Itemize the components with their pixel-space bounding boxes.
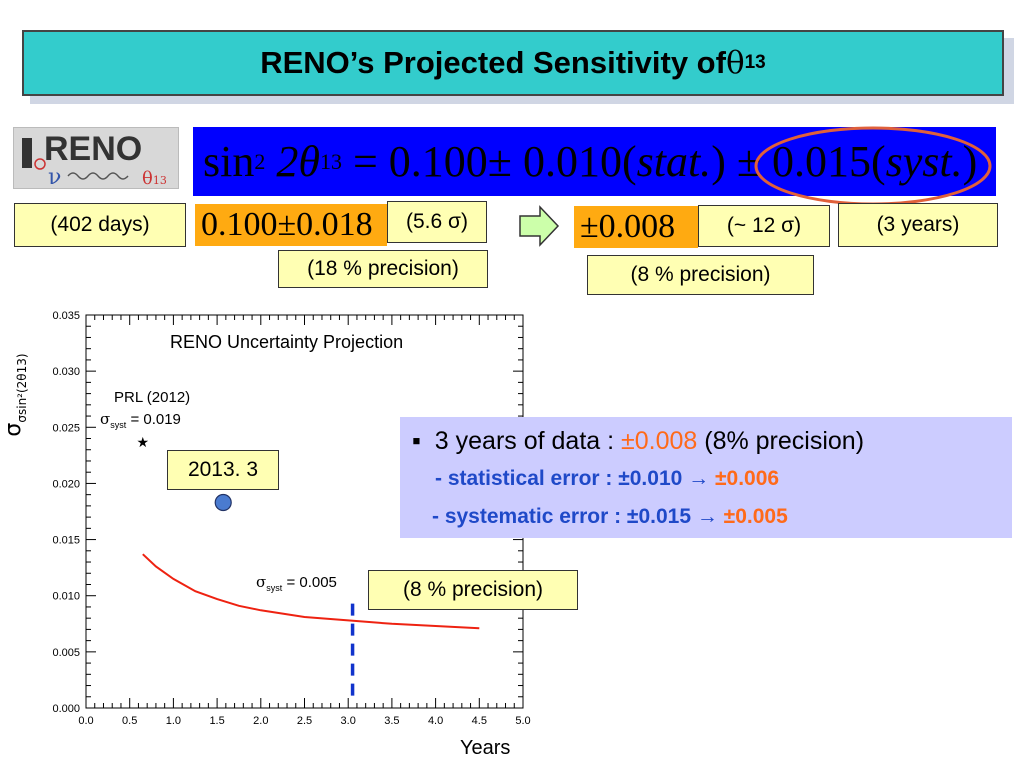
formula-value: = 0.100± 0.010( (352, 137, 637, 186)
info-line-1: ▪ 3 years of data : ±0.008 (8% precision… (412, 427, 864, 456)
date-tag: 2013. 3 (167, 450, 279, 490)
chart-title: RENO Uncertainty Projection (170, 332, 403, 352)
y-axis-title-group: σσsin²(2θ13) (1, 353, 29, 436)
x-tick-label: 4.0 (428, 715, 443, 727)
info-line-3: - systematic error : ±0.015 → ±0.005 (432, 505, 788, 529)
y-tick-label: 0.030 (52, 366, 80, 378)
x-axis-title: Years (460, 737, 510, 759)
info-line-1-c: (8% precision) (697, 427, 865, 455)
x-tick-label: 3.5 (384, 715, 399, 727)
y-tick-label: 0.000 (52, 703, 80, 715)
x-tick-label: 2.5 (297, 715, 312, 727)
future-precision: (8 % precision) (587, 255, 814, 295)
x-tick-label: 0.5 (122, 715, 137, 727)
y-axis-sub: σsin²(2θ13) (15, 353, 29, 422)
formula-stat: stat. (636, 137, 712, 186)
x-axis-labels: 0.0 0.5 1.0 1.5 2.0 2.5 3.0 3.5 4.0 4.5 5.0 (78, 715, 530, 727)
formula-sup: 2 (254, 148, 266, 174)
info-line-2-a: - statistical error : ±0.010 → (435, 467, 715, 490)
prl-point-star: ★ (137, 435, 150, 451)
current-sigma: (5.6 σ) (387, 201, 487, 243)
logo-text: RENO (44, 130, 142, 168)
projection-curve (142, 553, 480, 630)
x-axis-ticks (85, 315, 524, 708)
formula-two-theta: 2θ (276, 137, 320, 186)
y-tick-label: 0.020 (52, 478, 80, 490)
y-axis-sigma: σ (1, 423, 26, 437)
title-text: RENO’s Projected Sensitivity of (260, 45, 726, 80)
y-axis-title: σσsin²(2θ13) (1, 353, 29, 436)
x-tick-label: 1.0 (166, 715, 181, 727)
slide-title: RENO’s Projected Sensitivity of θ 13 (22, 30, 1004, 96)
sigma-5-label: σsyst = 0.005 (256, 573, 337, 593)
reno-logo: RENO ν θ13 (13, 127, 179, 190)
formula-end: ) (962, 137, 978, 186)
reno-logo-graphic: RENO ν θ13 (22, 130, 167, 190)
logo-nu: ν (48, 165, 61, 190)
y-tick-label: 0.005 (52, 647, 80, 659)
y-tick-label: 0.035 (52, 310, 80, 322)
x-tick-label: 2.0 (253, 715, 268, 727)
x-tick-label: 1.5 (209, 715, 224, 727)
x-tick-label: 4.5 (472, 715, 487, 727)
x-tick-label: 0.0 (78, 715, 93, 727)
info-line-3-b: ±0.005 (723, 505, 788, 528)
y-tick-label: 0.015 (52, 535, 80, 547)
y-axis-ticks (86, 314, 523, 709)
current-value: 0.100±0.018 (195, 204, 387, 246)
info-line-2-b: ±0.006 (714, 467, 780, 490)
future-value: ±0.008 (574, 206, 698, 248)
prl-label: PRL (2012) (114, 389, 190, 406)
y-tick-label: 0.010 (52, 591, 80, 603)
title-theta: θ (725, 45, 745, 81)
years-label: (3 years) (838, 203, 998, 247)
right-arrow-icon (519, 205, 560, 247)
x-tick-label: 3.0 (341, 715, 356, 727)
info-line-1-b: ±0.008 (621, 427, 698, 455)
current-precision: (18 % precision) (278, 250, 488, 288)
chart-precision: (8 % precision) (368, 570, 578, 610)
info-panel (400, 417, 1012, 538)
formula-sub: 13 (319, 148, 342, 174)
days-label: (402 days) (14, 203, 186, 247)
x-tick-label: 5.0 (515, 715, 530, 727)
logo-theta: θ13 (142, 168, 167, 189)
y-tick-label: 0.025 (52, 422, 80, 434)
formula-sin: sin (203, 137, 255, 186)
formula-syst: syst. (885, 137, 963, 186)
info-line-1-a: 3 years of data : (434, 427, 621, 455)
future-sigma: (~ 12 σ) (698, 205, 830, 247)
y-axis-labels: 0.000 0.005 0.010 0.015 0.020 0.025 0.030 0.035 (52, 310, 80, 715)
title-subscript: 13 (744, 52, 766, 73)
formula-mid: ) ± 0.015( (711, 137, 886, 186)
bullet: ▪ (412, 427, 421, 455)
sigma-prl-label: σsyst = 0.019 (100, 410, 181, 430)
syst-circle (754, 126, 992, 206)
formula-bar: sin 2 2θ 13 = 0.100± 0.010(stat.) ± 0.015(… (193, 127, 996, 196)
info-line-3-a: - systematic error : ±0.015 → (432, 505, 724, 528)
info-line-2: - statistical error : ±0.010 → ±0.006 (435, 467, 779, 491)
point-2013-3 (214, 493, 232, 512)
